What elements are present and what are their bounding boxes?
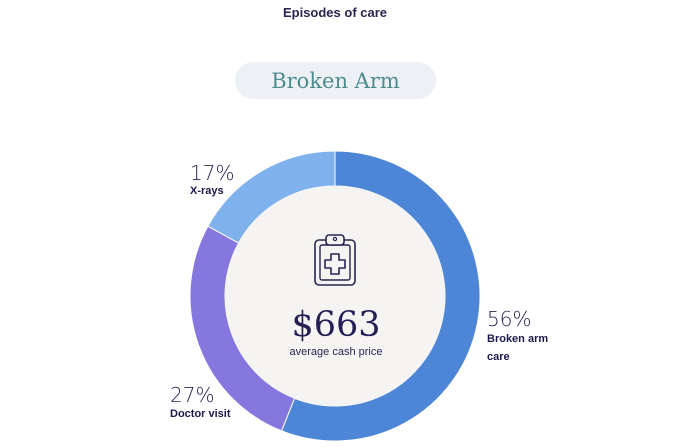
- condition-pill: Broken Arm: [235, 62, 436, 99]
- center-caption: average cash price: [289, 346, 383, 358]
- center-price: $663: [291, 305, 381, 345]
- doctor-visit-pct: 27%: [170, 383, 215, 407]
- xrays-pct: 17%: [190, 161, 235, 185]
- clipboard-medical-icon: [314, 234, 356, 286]
- slice-xrays: [207, 150, 336, 244]
- condition-label: Broken Arm: [271, 68, 400, 93]
- doctor-visit-label: Doctor visit: [170, 408, 231, 420]
- broken-arm-care-label: Broken arm care: [487, 333, 549, 363]
- page-title: Episodes of care: [282, 5, 388, 20]
- broken-arm-care-pct: 56%: [487, 307, 532, 331]
- xrays-label: X-rays: [190, 185, 224, 197]
- donut-center: [225, 186, 445, 406]
- slice-broken-arm-care: [280, 150, 481, 442]
